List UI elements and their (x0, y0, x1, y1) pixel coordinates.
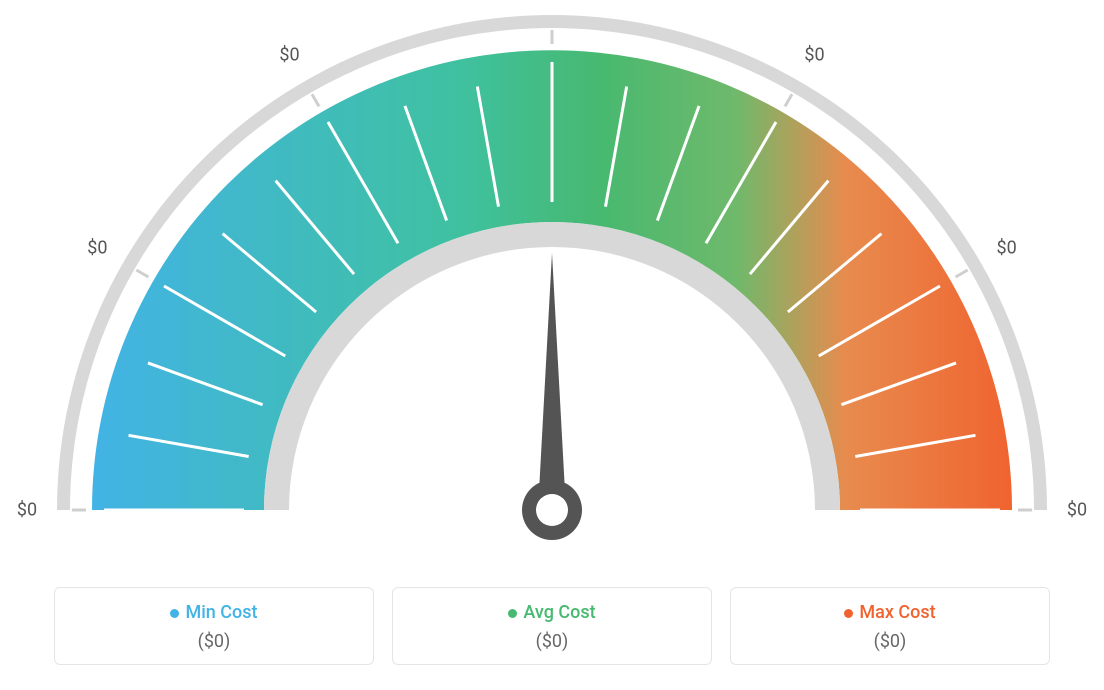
gauge-tick-label: $0 (87, 237, 107, 258)
legend-value-max: ($0) (741, 631, 1039, 652)
gauge-chart: $0$0$0$0$0$0$0 (0, 0, 1104, 560)
legend-dot-max (844, 609, 853, 618)
legend-row: Min Cost ($0) Avg Cost ($0) Max Cost ($0… (0, 587, 1104, 665)
legend-title-max: Max Cost (741, 602, 1039, 623)
gauge-tick-label: $0 (17, 500, 37, 521)
gauge-svg (0, 0, 1104, 560)
legend-title-min: Min Cost (65, 602, 363, 623)
legend-label-max: Max Cost (859, 602, 935, 623)
legend-card-avg: Avg Cost ($0) (392, 587, 712, 665)
legend-card-min: Min Cost ($0) (54, 587, 374, 665)
legend-label-avg: Avg Cost (523, 602, 595, 623)
gauge-tick-label: $0 (279, 45, 299, 66)
legend-dot-avg (508, 609, 517, 618)
gauge-tick-label: $0 (997, 237, 1017, 258)
legend-label-min: Min Cost (185, 602, 257, 623)
legend-value-min: ($0) (65, 631, 363, 652)
legend-card-max: Max Cost ($0) (730, 587, 1050, 665)
legend-title-avg: Avg Cost (403, 602, 701, 623)
gauge-tick-label: $0 (1067, 500, 1087, 521)
gauge-tick-label: $0 (804, 45, 824, 66)
legend-dot-min (170, 609, 179, 618)
legend-value-avg: ($0) (403, 631, 701, 652)
